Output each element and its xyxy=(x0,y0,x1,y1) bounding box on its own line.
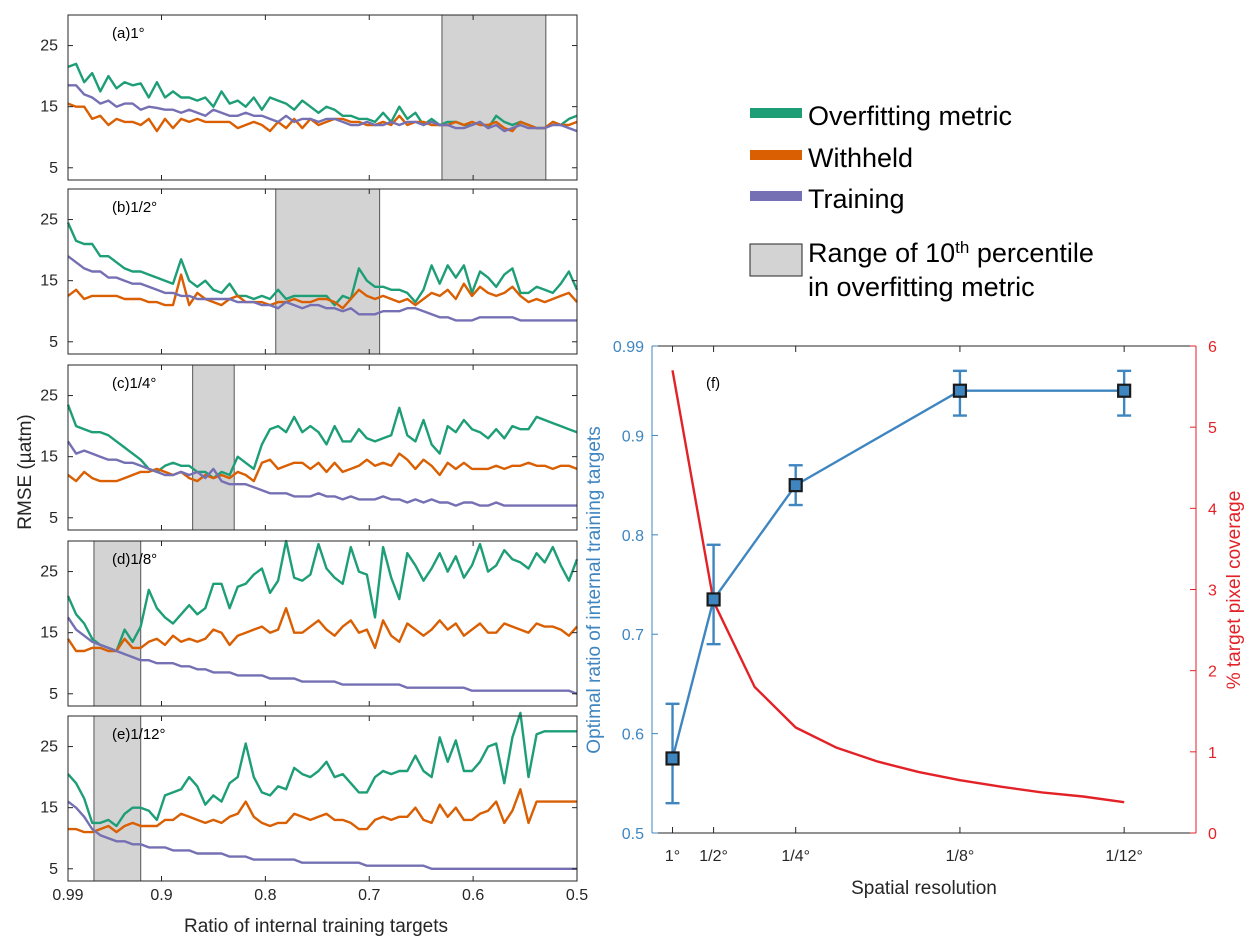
left-panels: 5 15 25 (a)1° 5 15 25 (b)1/2° 5 15 25 (c)1/4° 5 15 25 (… xyxy=(40,14,588,904)
y-tick-label: 5 xyxy=(49,861,58,878)
series-training xyxy=(67,616,578,695)
legend-label-training: Training xyxy=(808,184,905,214)
x-tick-label: 1° xyxy=(665,848,680,865)
panel-frame xyxy=(67,188,578,355)
y-tick-label: 25 xyxy=(40,739,58,756)
data-marker xyxy=(706,592,721,607)
y-tick-label: 25 xyxy=(40,38,58,55)
right-panel: 0.5 0.6 0.7 0.8 0.9 0.99 0 1 2 3 4 5 6 1° 1/2° 1/4° 1/8°… xyxy=(584,339,1245,899)
x-tick-label: 1/4° xyxy=(781,848,810,865)
y-tick-label: 5 xyxy=(49,686,58,703)
right-ylabel-right: % target pixel coverage xyxy=(1224,491,1245,690)
left-y-tick-label: 0.99 xyxy=(613,339,644,356)
panel-label: (b)1/2° xyxy=(112,199,157,216)
series-training xyxy=(68,84,578,133)
left-y-tick-label: 0.6 xyxy=(622,727,644,744)
right-y-tick-label: 1 xyxy=(1208,745,1217,762)
x-tick-label: 0.99 xyxy=(52,887,83,904)
legend-swatch-range xyxy=(749,243,803,277)
series-overfitting xyxy=(66,539,579,653)
x-tick-label: 0.7 xyxy=(358,887,380,904)
x-tick-label: 1/8° xyxy=(946,848,975,865)
y-tick-label: 5 xyxy=(49,160,58,177)
panel-label: (a)1° xyxy=(112,25,145,42)
data-marker xyxy=(788,478,803,493)
y-tick-label: 25 xyxy=(40,564,58,581)
right-xlabel: Spatial resolution xyxy=(851,878,997,899)
legend-label-range-sup: th xyxy=(955,238,969,257)
y-tick-label: 15 xyxy=(40,800,58,817)
panel-label: (f) xyxy=(706,375,720,392)
left-xlabel: Ratio of internal training targets xyxy=(184,916,448,936)
panel-label: (e)1/12° xyxy=(112,726,166,743)
panel-label: (d)1/8° xyxy=(112,551,157,568)
panel-frame xyxy=(67,540,578,707)
legend-swatch-withheld xyxy=(750,150,802,160)
right-y-tick-label: 5 xyxy=(1208,420,1217,437)
right-y-tick-label: 4 xyxy=(1208,501,1217,518)
data-marker xyxy=(1117,383,1132,398)
panel-2: 5 15 25 (b)1/2° xyxy=(40,188,579,355)
y-tick-label: 5 xyxy=(49,334,58,351)
series-pixel-coverage xyxy=(671,370,1125,804)
legend-label-withheld: Withheld xyxy=(808,143,913,173)
x-tick-label: 0.5 xyxy=(566,887,588,904)
right-y-tick-label: 3 xyxy=(1208,583,1217,600)
right-y-tick-label: 0 xyxy=(1208,826,1217,843)
legend-swatch-overfitting xyxy=(750,108,802,118)
series-training xyxy=(67,440,577,507)
series-overfitting xyxy=(67,62,578,130)
legend-label-overfitting: Overfitting metric xyxy=(808,101,1012,131)
shaded-range xyxy=(275,188,381,355)
left-y-tick-label: 0.7 xyxy=(622,627,644,644)
panel-label: (c)1/4° xyxy=(112,375,156,392)
series-withheld xyxy=(67,273,578,310)
x-tick-label: 1/12° xyxy=(1105,848,1143,865)
data-marker xyxy=(952,383,968,398)
panel-3: 5 15 25 (c)1/4° xyxy=(40,364,578,531)
y-tick-label: 15 xyxy=(40,273,58,290)
left-y-tick-label: 0.9 xyxy=(622,428,644,445)
panel-frame xyxy=(67,14,578,181)
y-tick-label: 25 xyxy=(40,212,58,229)
y-tick-label: 5 xyxy=(49,510,58,527)
data-marker xyxy=(665,751,680,766)
left-y-tick-label: 0.5 xyxy=(622,826,644,843)
x-tick-label: 1/2° xyxy=(699,848,728,865)
left-y-tick-label: 0.8 xyxy=(622,528,644,545)
panel-frame xyxy=(67,364,578,531)
series-optimal-ratio xyxy=(671,389,1125,759)
right-ylabel-left: Optimal ratio of internal training targe… xyxy=(584,426,605,753)
series-training xyxy=(67,800,577,870)
legend-label-range-line1: Range of 10th percentile xyxy=(808,238,1094,269)
y-tick-label: 25 xyxy=(40,388,58,405)
series-training xyxy=(67,255,577,322)
y-tick-label: 15 xyxy=(40,625,58,642)
series-withheld xyxy=(67,102,578,133)
series-withheld xyxy=(67,607,578,653)
y-tick-label: 15 xyxy=(40,449,58,466)
series-withheld xyxy=(68,788,577,834)
legend-label-range-line2: in overfitting metric xyxy=(808,272,1035,302)
shaded-range xyxy=(192,364,235,531)
y-tick-label: 15 xyxy=(40,99,58,116)
legend: Overfitting metric Withheld Training Ran… xyxy=(749,101,1094,302)
series-overfitting xyxy=(66,222,579,307)
legend-swatch-training xyxy=(750,191,802,201)
left-ylabel: RMSE (µatm) xyxy=(15,414,36,529)
x-tick-label: 0.9 xyxy=(150,887,172,904)
panel-4: 5 15 25 (d)1/8° xyxy=(40,539,579,707)
panel-5: 5 15 25 (e)1/12° xyxy=(40,711,578,882)
series-overfitting xyxy=(67,711,577,828)
panel-frame xyxy=(67,715,578,882)
right-y-tick-label: 6 xyxy=(1208,339,1217,356)
panel-1: 5 15 25 (a)1° xyxy=(40,14,578,181)
x-tick-label: 0.6 xyxy=(462,887,484,904)
shaded-range xyxy=(93,715,142,882)
x-tick-label: 0.8 xyxy=(254,887,276,904)
shaded-range xyxy=(441,14,547,181)
right-y-tick-label: 2 xyxy=(1208,664,1217,681)
